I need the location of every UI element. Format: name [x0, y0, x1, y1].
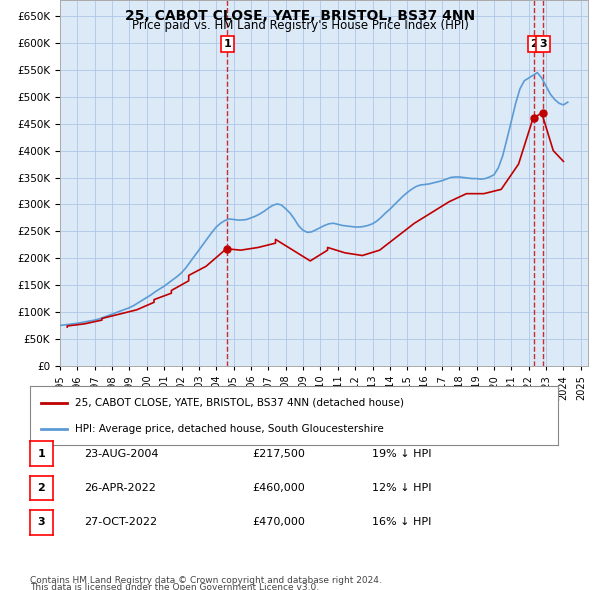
- Text: 1: 1: [224, 39, 231, 49]
- Text: £470,000: £470,000: [252, 517, 305, 527]
- Text: £217,500: £217,500: [252, 449, 305, 458]
- Text: 27-OCT-2022: 27-OCT-2022: [84, 517, 157, 527]
- Text: £460,000: £460,000: [252, 483, 305, 493]
- Text: HPI: Average price, detached house, South Gloucestershire: HPI: Average price, detached house, Sout…: [75, 424, 383, 434]
- Text: 26-APR-2022: 26-APR-2022: [84, 483, 156, 493]
- Text: 2: 2: [38, 483, 45, 493]
- Text: 16% ↓ HPI: 16% ↓ HPI: [372, 517, 431, 527]
- Text: 2: 2: [530, 39, 538, 49]
- Text: 25, CABOT CLOSE, YATE, BRISTOL, BS37 4NN: 25, CABOT CLOSE, YATE, BRISTOL, BS37 4NN: [125, 9, 475, 23]
- Text: 3: 3: [38, 517, 45, 527]
- Text: 19% ↓ HPI: 19% ↓ HPI: [372, 449, 431, 458]
- Text: 12% ↓ HPI: 12% ↓ HPI: [372, 483, 431, 493]
- Text: Contains HM Land Registry data © Crown copyright and database right 2024.: Contains HM Land Registry data © Crown c…: [30, 576, 382, 585]
- Text: Price paid vs. HM Land Registry's House Price Index (HPI): Price paid vs. HM Land Registry's House …: [131, 19, 469, 32]
- Text: This data is licensed under the Open Government Licence v3.0.: This data is licensed under the Open Gov…: [30, 583, 319, 590]
- Text: 25, CABOT CLOSE, YATE, BRISTOL, BS37 4NN (detached house): 25, CABOT CLOSE, YATE, BRISTOL, BS37 4NN…: [75, 398, 404, 408]
- Text: 3: 3: [539, 39, 547, 49]
- Text: 1: 1: [38, 449, 45, 458]
- Text: 23-AUG-2004: 23-AUG-2004: [84, 449, 158, 458]
